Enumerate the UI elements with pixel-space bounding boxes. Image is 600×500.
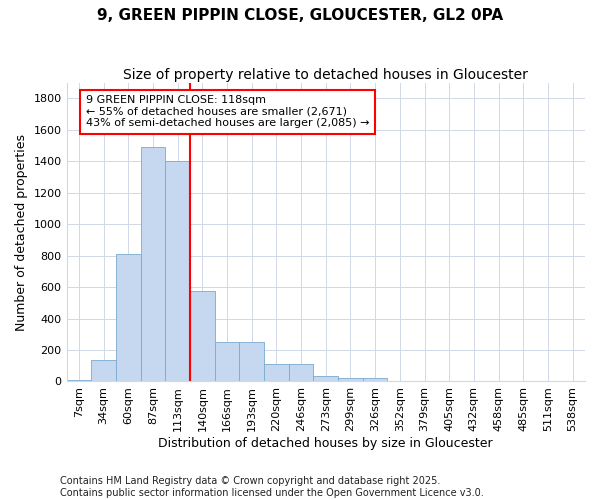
Y-axis label: Number of detached properties: Number of detached properties [15,134,28,330]
Bar [264,364,289,382]
Title: Size of property relative to detached houses in Gloucester: Size of property relative to detached ho… [124,68,528,82]
Bar [289,364,313,382]
Bar [190,291,215,382]
Bar [215,342,239,382]
Bar [338,378,363,382]
Bar [116,254,140,382]
Bar [239,342,264,382]
Bar [165,162,190,382]
Bar [140,147,165,382]
Bar [91,360,116,382]
X-axis label: Distribution of detached houses by size in Gloucester: Distribution of detached houses by size … [158,437,493,450]
Text: 9 GREEN PIPPIN CLOSE: 118sqm
← 55% of detached houses are smaller (2,671)
43% of: 9 GREEN PIPPIN CLOSE: 118sqm ← 55% of de… [86,95,369,128]
Bar [313,376,338,382]
Text: Contains HM Land Registry data © Crown copyright and database right 2025.
Contai: Contains HM Land Registry data © Crown c… [60,476,484,498]
Text: 9, GREEN PIPPIN CLOSE, GLOUCESTER, GL2 0PA: 9, GREEN PIPPIN CLOSE, GLOUCESTER, GL2 0… [97,8,503,22]
Bar [363,378,388,382]
Bar [67,380,91,382]
